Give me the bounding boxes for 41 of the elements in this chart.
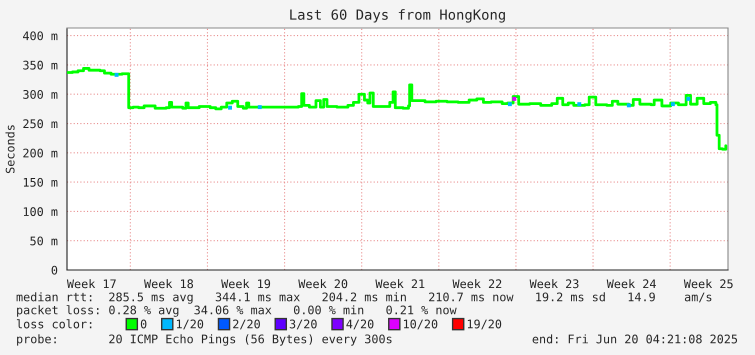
y-tick-label: 250 m	[23, 119, 58, 128]
point	[508, 102, 512, 106]
y-tick-label: 300 m	[23, 90, 58, 99]
legend-label: 4/20	[346, 320, 374, 330]
x-tick-label: Week 22	[452, 279, 502, 288]
point	[577, 102, 582, 106]
text: packet loss: 0.28 % avg 34.06 % max 0.00 % min 0.21 % now	[17, 305, 457, 317]
y-tick-label: 200 m	[23, 148, 58, 158]
legend-label: 2/20	[233, 320, 260, 330]
y-axis-title: Seconds	[5, 125, 15, 174]
text: probe: 20 ICMP Echo Pings (56 Bytes) every 300s	[17, 334, 392, 346]
legend-label: 3/20	[290, 320, 317, 330]
y-tick-label: 0	[52, 266, 58, 275]
x-tick-label: Week 17	[66, 279, 116, 288]
text: end: Fri Jun 20 04:21:08 2025	[532, 334, 738, 344]
legend-label: 1/20	[176, 320, 204, 330]
chart-title: Last 60 Days from HongKong	[290, 9, 505, 23]
legend-label: 19/20	[468, 320, 502, 330]
x-tick-label: Week 18	[144, 279, 194, 288]
x-tick-label: Week 25	[684, 279, 733, 288]
point	[670, 102, 675, 106]
y-tick-label: 150 m	[24, 178, 58, 187]
x-tick-label: Week 23	[530, 279, 578, 288]
point	[228, 106, 232, 110]
x-tick-label: Week 21	[375, 279, 424, 288]
x-tick-label: Week 20	[298, 279, 348, 288]
y-tick-label: 350 m	[23, 60, 58, 70]
y-tick-label: 400 m	[23, 31, 58, 40]
legend-label: 10/20	[404, 320, 438, 330]
text: median rtt: 285.5 ms avg 344.1 ms max 204.2 ms min 210.7 ms now 19.2 ms sd 14.9 am/s	[16, 292, 712, 304]
legend-label: 0	[140, 320, 146, 328]
legend-title: loss color:	[16, 319, 92, 328]
point	[114, 72, 119, 77]
point	[258, 105, 262, 110]
point	[626, 103, 631, 108]
point	[686, 96, 690, 101]
x-tick-label: Week 24	[606, 279, 656, 288]
y-tick-label: 100 m	[24, 207, 58, 216]
y-tick-label: 50 m	[30, 236, 58, 246]
point	[512, 96, 516, 101]
x-tick-label: Week 19	[221, 279, 270, 288]
